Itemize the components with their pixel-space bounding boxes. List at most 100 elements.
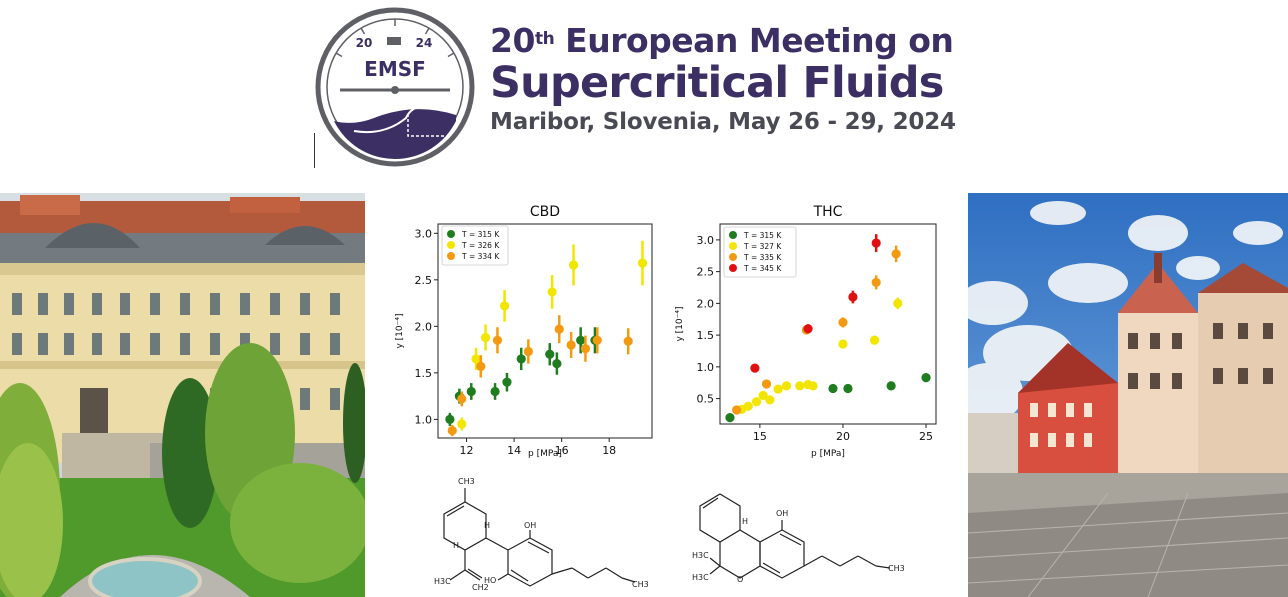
data-point — [743, 401, 753, 411]
legend-marker — [729, 231, 737, 239]
legend-box — [441, 225, 509, 266]
data-point — [476, 361, 486, 371]
data-point — [499, 301, 510, 311]
title-ordinal-suffix: th — [534, 29, 555, 49]
data-point — [545, 349, 555, 359]
molecule-label: CH3 — [632, 580, 649, 589]
x-tick-label: 16 — [555, 444, 569, 457]
cbd-solubility-chart: CBD 1.0 1.5 2.0 2.5 3.0 12 14 16 18 p [MPa] y [1… — [395, 204, 653, 459]
y-tick-label: 1.0 — [415, 413, 433, 426]
legend-label: T = 315 K — [461, 230, 500, 239]
data-point — [447, 425, 457, 436]
legend-marker — [729, 264, 737, 272]
data-point — [457, 419, 467, 429]
data-point — [750, 363, 760, 373]
data-point — [795, 381, 805, 391]
y-tick-label: 0.5 — [697, 393, 715, 406]
university-building-photo — [0, 193, 365, 597]
data-point — [828, 383, 838, 394]
y-tick-label: 1.5 — [697, 329, 715, 342]
molecule-label: H — [453, 541, 459, 550]
data-point — [552, 358, 562, 369]
molecule-label: O — [737, 575, 743, 584]
data-point — [516, 354, 526, 364]
molecule-label: CH3 — [458, 477, 475, 486]
molecule-label: OH — [524, 521, 536, 530]
chart-legend: T = 315 K T = 326 K T = 334 K — [441, 225, 509, 266]
data-point — [637, 258, 648, 268]
legend-marker — [447, 252, 455, 260]
chart-title: THC — [813, 204, 843, 220]
y-tick-label: 2.5 — [697, 266, 715, 279]
data-point — [623, 336, 633, 346]
x-tick-label: 12 — [460, 444, 474, 457]
x-tick-label: 14 — [507, 444, 521, 457]
conference-header: 20th European Meeting on Supercritical F… — [490, 22, 956, 138]
molecule-label: OH — [776, 509, 788, 518]
molecule-label: H3C — [434, 577, 451, 586]
data-point — [803, 324, 813, 334]
data-point — [457, 394, 467, 404]
legend-label: T = 334 K — [461, 252, 500, 261]
molecule-label: H3C — [692, 573, 709, 582]
data-point — [773, 384, 783, 394]
y-axis-label: y [10⁻⁴] — [675, 306, 685, 341]
data-point — [466, 386, 476, 397]
data-point — [893, 298, 903, 308]
conference-title-line2: Supercritical Fluids — [490, 58, 944, 108]
data-point — [471, 354, 481, 364]
y-tick-label: 2.0 — [697, 297, 715, 310]
data-point — [580, 344, 591, 354]
thc-solubility-chart: THC 0.5 1.0 1.5 2.0 2.5 3.0 15 20 25 p [MPa] y [… — [675, 204, 937, 459]
data-point — [871, 238, 881, 248]
data-point — [761, 379, 772, 389]
data-point — [886, 381, 896, 391]
chart-legend: T = 315 K T = 327 K T = 335 K T = 345 K — [723, 226, 797, 278]
data-point — [592, 335, 602, 345]
data-point — [732, 405, 742, 415]
legend-label: T = 327 K — [743, 242, 782, 251]
y-tick-label: 2.0 — [415, 320, 433, 333]
data-point — [523, 346, 533, 357]
data-point — [848, 292, 858, 302]
data-point — [891, 249, 901, 259]
legend-label: T = 326 K — [461, 241, 500, 250]
data-point — [781, 381, 792, 391]
thc-structure-diagram: H OH H3C H3C O CH3 — [692, 493, 905, 584]
logo-year-left: 20 — [356, 36, 373, 50]
conference-title-line1: 20th European Meeting on — [490, 22, 956, 60]
molecule-label: CH3 — [888, 564, 905, 573]
legend-marker — [729, 253, 737, 261]
logo-gauge-icon — [387, 37, 401, 45]
title-rest: European Meeting on — [554, 21, 954, 60]
data-point — [765, 395, 775, 405]
y-tick-label: 2.5 — [415, 274, 433, 287]
logo-acronym: EMSF — [364, 57, 426, 81]
data-point — [480, 332, 491, 343]
legend-label: T = 315 K — [743, 231, 782, 240]
legend-label: T = 345 K — [743, 264, 782, 273]
data-point — [502, 377, 512, 387]
data-point — [808, 381, 818, 391]
emsf-logo: 20 24 EMSF — [315, 7, 475, 167]
title-number: 20 — [490, 21, 535, 60]
legend-box — [723, 226, 797, 278]
data-point — [843, 383, 853, 394]
data-point — [576, 335, 586, 345]
cbd-structure-diagram: CH3 H H OH HO H3C CH2 CH3 — [434, 477, 649, 592]
logo-year-right: 24 — [416, 36, 433, 50]
x-tick-label: 15 — [753, 430, 767, 443]
x-tick-label: 20 — [836, 430, 850, 443]
data-point — [838, 339, 848, 349]
legend-marker — [447, 241, 455, 249]
legend-marker — [729, 242, 737, 250]
data-point — [751, 397, 762, 407]
data-point — [547, 287, 557, 297]
molecule-label: HO — [484, 576, 496, 585]
data-point — [566, 340, 576, 350]
data-point — [490, 386, 500, 397]
legend-marker — [447, 230, 455, 238]
molecule-label: H — [742, 517, 748, 526]
molecule-label: H3C — [692, 551, 709, 560]
x-axis-label: p [MPa] — [528, 449, 562, 459]
